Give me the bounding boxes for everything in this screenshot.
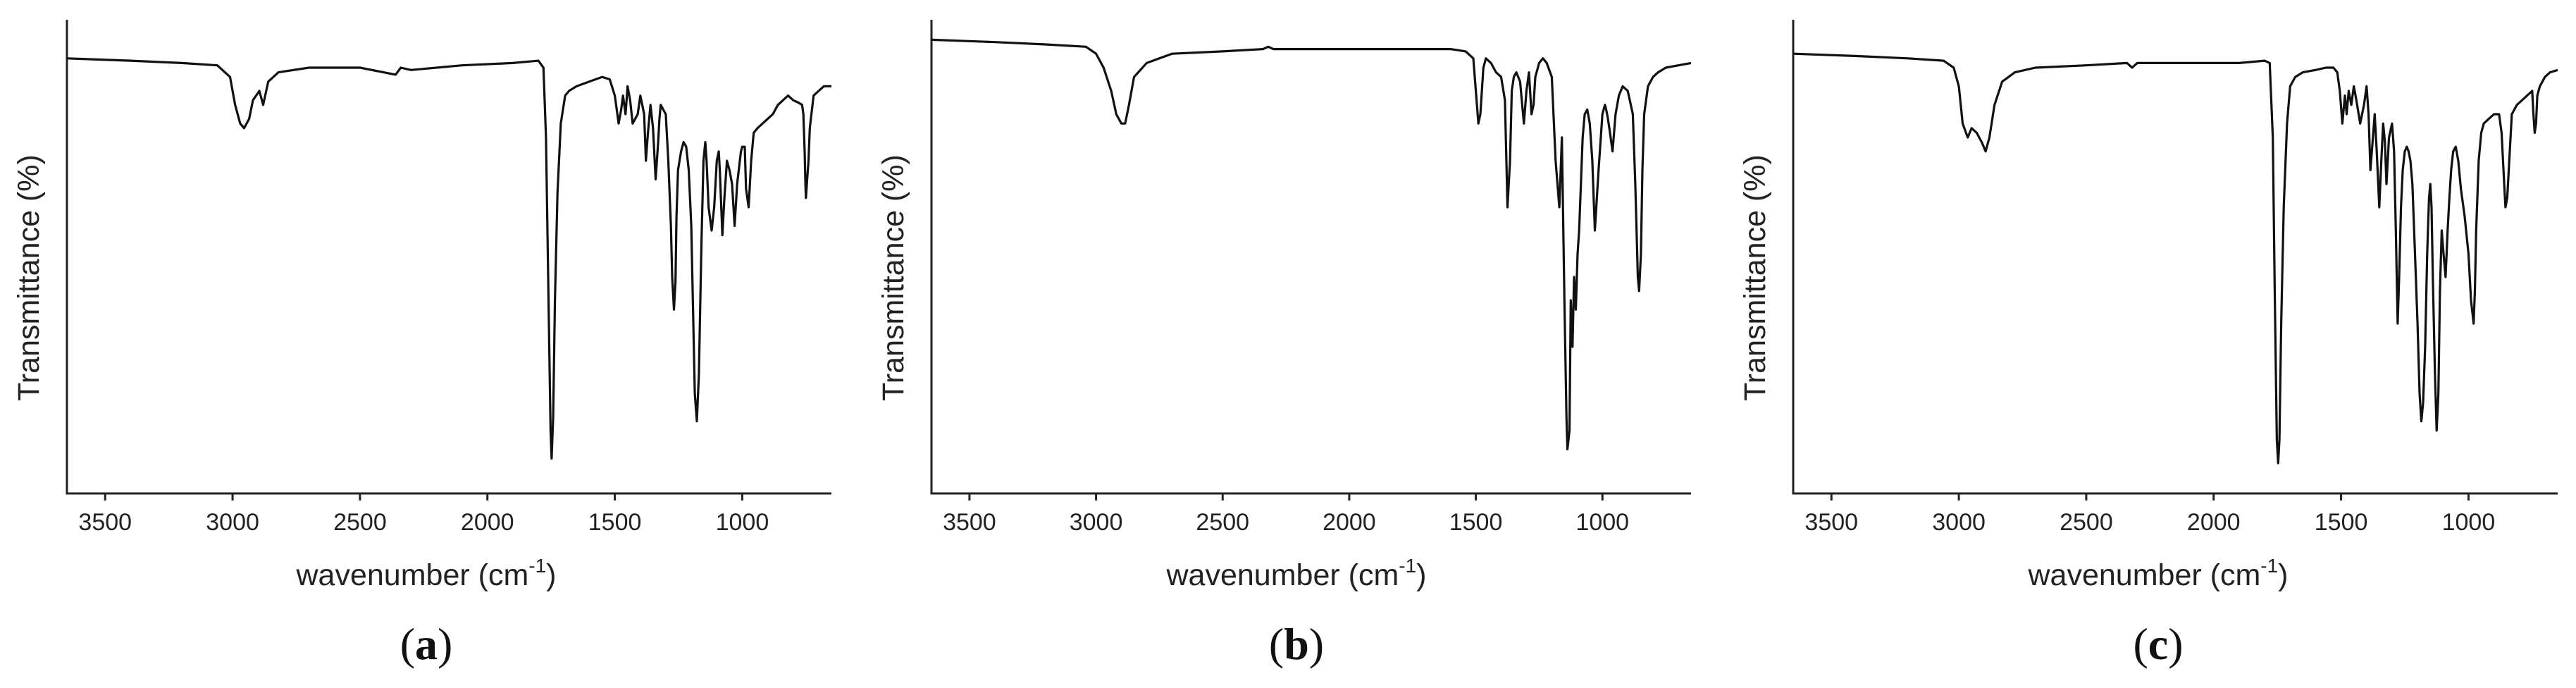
x-axis-label-suffix: ) [546, 558, 556, 592]
panel-label-letter: b [1284, 619, 1309, 669]
x-tick-label: 3000 [206, 509, 259, 536]
x-tick-label: 3000 [1070, 509, 1123, 536]
panel-label-letter: c [2148, 619, 2168, 669]
panel-label: (b) [1269, 619, 1324, 669]
x-tick-label: 2000 [1323, 509, 1376, 536]
x-tick-label: 2000 [461, 509, 514, 536]
panel-label-close: ) [1309, 619, 1324, 669]
x-axis-label-suffix: ) [1416, 558, 1426, 592]
x-tick-label: 1000 [2442, 509, 2496, 536]
panel-label-open: ( [2133, 619, 2148, 669]
x-tick-label: 1500 [2315, 509, 2368, 536]
x-axis-label: wavenumber (cm-1) [2028, 555, 2289, 592]
x-axis-label-text: wavenumber (cm [1166, 558, 1399, 592]
panel-label-letter: a [415, 619, 438, 669]
panel-label: (a) [400, 619, 453, 669]
x-tick-label: 1500 [1449, 509, 1503, 536]
series-line [931, 38, 1692, 450]
axis-frame [66, 20, 831, 495]
panel-label: (c) [2133, 619, 2183, 669]
x-axis-label-sup: -1 [1399, 555, 1416, 577]
x-tick-label: 3000 [1932, 509, 1986, 536]
x-axis-label-suffix: ) [2278, 558, 2288, 592]
panel-b: 3500 3000 2500 2000 1500 1000 wavenumber (cm-1… [877, 20, 1692, 669]
series-line [66, 57, 831, 460]
x-axis-label-sup: -1 [2260, 555, 2278, 577]
x-tick-label: 2000 [2187, 509, 2241, 536]
x-axis-label: wavenumber (cm-1) [296, 555, 557, 592]
panel-label-open: ( [400, 619, 415, 669]
panel-label-open: ( [1269, 619, 1284, 669]
x-tick-label: 3500 [943, 509, 996, 536]
x-tick-label: 2500 [1196, 509, 1249, 536]
y-axis-label: Transmittance (%) [877, 154, 910, 401]
y-axis-label: Transmittance (%) [12, 154, 46, 401]
series-line [1792, 52, 2558, 465]
y-axis-label: Transmittance (%) [1738, 154, 1772, 401]
x-axis-label-text: wavenumber (cm [2028, 558, 2261, 592]
panel-label-close: ) [438, 619, 452, 669]
x-tick-label: 2500 [2060, 509, 2113, 536]
x-axis-label-sup: -1 [528, 555, 546, 577]
x-tick-label: 3500 [1804, 509, 1858, 536]
x-tick-label: 3500 [78, 509, 132, 536]
x-tick-label: 1000 [1575, 509, 1629, 536]
panel-a: 3500 3000 2500 2000 1500 1000 wavenumber (cm-1… [12, 20, 831, 669]
x-tick-label: 1500 [588, 509, 642, 536]
panel-c: 3500 3000 2500 2000 1500 1000 wavenumber (cm-1… [1738, 20, 2558, 669]
x-tick-label: 2500 [333, 509, 387, 536]
x-tick-label: 1000 [716, 509, 769, 536]
panel-label-close: ) [2168, 619, 2183, 669]
x-axis-label: wavenumber (cm-1) [1166, 555, 1427, 592]
axis-frame [1792, 20, 2558, 495]
axis-frame [930, 20, 1691, 495]
x-axis-label-text: wavenumber (cm [296, 558, 529, 592]
